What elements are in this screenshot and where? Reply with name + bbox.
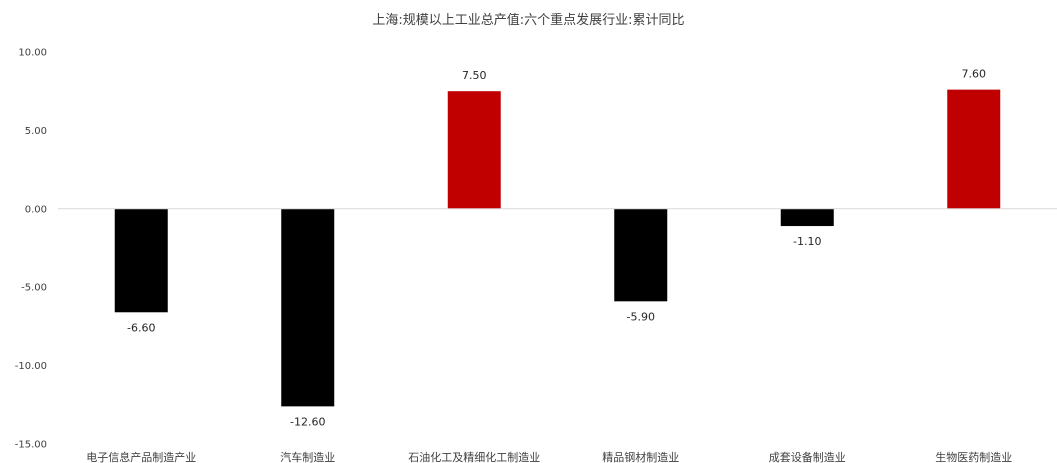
y-tick-label: 10.00 xyxy=(18,48,47,59)
data-label: -1.10 xyxy=(793,235,821,248)
y-tick-label: 0.00 xyxy=(25,204,47,215)
y-tick-label: -5.00 xyxy=(21,283,47,294)
category-label: 成套设备制造业 xyxy=(769,450,846,463)
bar xyxy=(114,208,168,313)
bar xyxy=(614,208,668,302)
category-label: 石油化工及精细化工制造业 xyxy=(408,450,540,463)
bar xyxy=(281,208,335,407)
category-labels: 电子信息产品制造产业 汽车制造业 石油化工及精细化工制造业 精品钢材制造业 成套设备制造… xyxy=(86,450,1012,463)
bar xyxy=(447,91,501,209)
y-tick-label: -15.00 xyxy=(15,440,47,451)
y-tick-label: 5.00 xyxy=(25,126,47,137)
category-label: 生物医药制造业 xyxy=(935,450,1012,463)
category-label: 汽车制造业 xyxy=(280,450,335,463)
category-label: 精品钢材制造业 xyxy=(602,450,679,463)
data-label: -6.60 xyxy=(127,321,155,334)
data-label: -5.90 xyxy=(627,310,655,323)
data-labels: -6.60 -12.60 7.50 -5.90 -1.10 7.60 xyxy=(127,68,986,429)
data-label: 7.60 xyxy=(962,68,987,81)
data-label: -12.60 xyxy=(290,415,325,428)
bars xyxy=(114,89,1001,407)
data-label: 7.50 xyxy=(462,69,487,82)
bar xyxy=(780,208,834,227)
category-label: 电子信息产品制造产业 xyxy=(86,450,196,463)
y-tick-label: -10.00 xyxy=(15,361,47,372)
y-axis-ticks: 10.00 5.00 0.00 -5.00 -10.00 -15.00 xyxy=(15,48,47,451)
bar xyxy=(947,89,1001,209)
chart-title: 上海:规模以上工业总产值:六个重点发展行业:累计同比 xyxy=(372,13,685,28)
